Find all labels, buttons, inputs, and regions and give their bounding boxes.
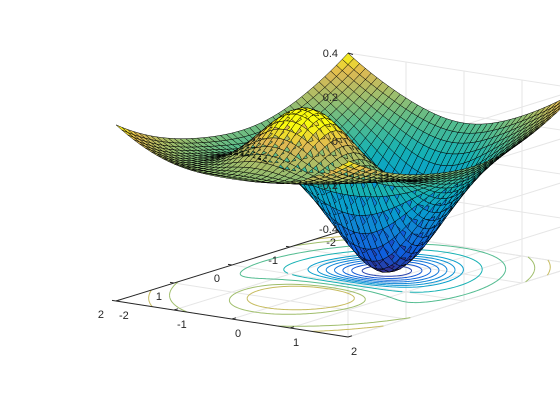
z-tick-mark <box>347 52 354 55</box>
z-tick-label: 0.2 <box>323 92 338 104</box>
wall-grid-line <box>347 270 560 338</box>
z-tick-label: 0.4 <box>323 48 338 60</box>
x-tick-mark <box>169 281 175 284</box>
x-tick-label: 1 <box>156 291 162 303</box>
x-tick-label: -1 <box>268 255 278 267</box>
y-tick-label: 0 <box>235 328 241 340</box>
wall-grid-line <box>347 52 560 87</box>
z-tick-label: -0.2 <box>319 180 338 192</box>
x-tick-mark <box>111 299 117 302</box>
y-tick-label: 2 <box>351 346 357 358</box>
x-tick-label: 2 <box>98 309 104 321</box>
z-tick-label: -0.4 <box>319 224 338 236</box>
y-tick-mark <box>173 308 179 311</box>
x-tick-label: 0 <box>214 273 220 285</box>
y-tick-mark <box>115 299 121 302</box>
y-tick-label: -2 <box>119 310 129 322</box>
x-tick-label: -2 <box>326 237 336 249</box>
y-tick-label: -1 <box>177 319 187 331</box>
y-tick-label: 1 <box>293 337 299 349</box>
y-tick-mark <box>289 326 295 329</box>
tick-labels: -0.4 -0.2 0 0.2 0.4 -2 -1 0 1 2 -2 -1 0 1 2 <box>98 48 357 358</box>
x-tick-mark <box>285 245 291 248</box>
z-tick-label: 0 <box>332 136 338 148</box>
x-tick-mark <box>227 263 233 266</box>
y-tick-mark <box>231 317 237 320</box>
surface-mesh <box>115 52 560 273</box>
y-tick-mark <box>347 335 353 338</box>
wall-grid-line <box>347 226 560 294</box>
surface-patch <box>115 124 128 133</box>
